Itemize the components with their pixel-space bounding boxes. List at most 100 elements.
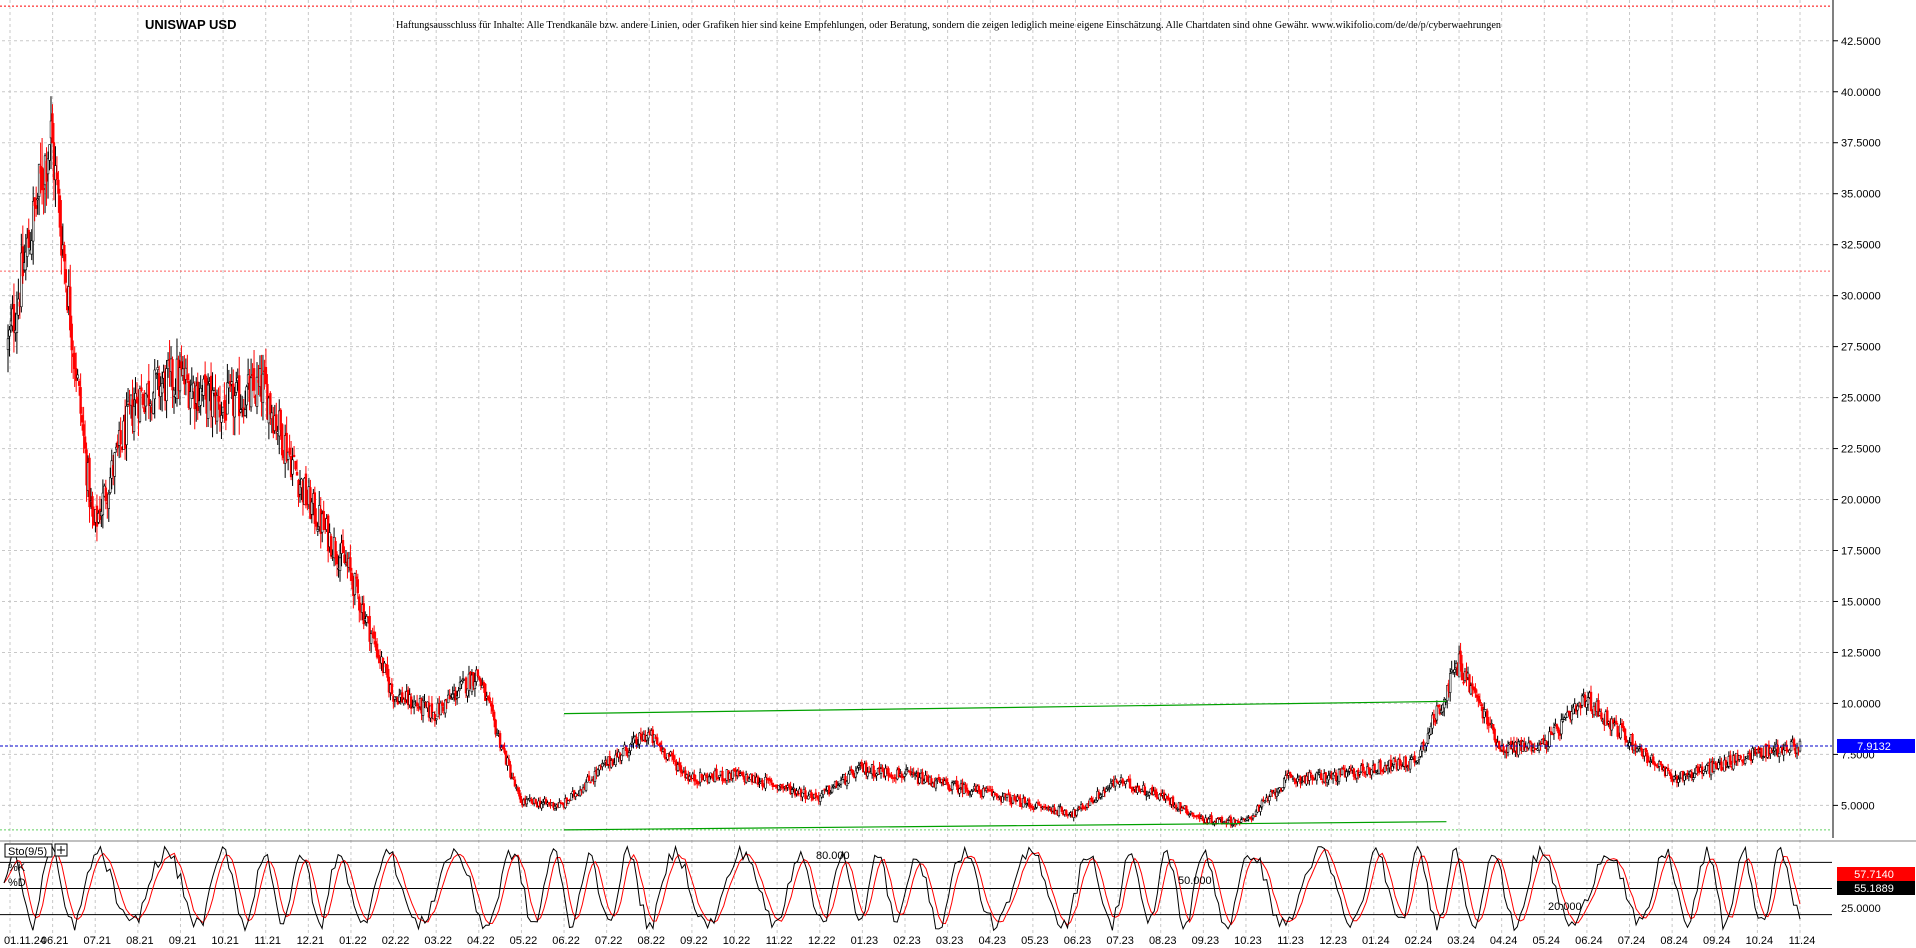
candle-body (777, 785, 780, 790)
candle-body (1720, 761, 1723, 771)
indicator-box[interactable] (4, 843, 53, 858)
candle-body (1751, 748, 1754, 760)
candle-body (1109, 782, 1112, 789)
time-tick-label: 09.24 (1703, 935, 1731, 947)
candle-body (421, 700, 425, 716)
candle-body (355, 576, 358, 579)
candle-body (1254, 810, 1258, 816)
candle-body (298, 484, 302, 495)
time-tick-label: 10.22 (723, 935, 751, 947)
candle-body (1491, 723, 1495, 731)
candle-body (115, 446, 118, 450)
candle-body (24, 251, 27, 271)
candle-body (903, 773, 906, 777)
candle-body (1665, 768, 1668, 776)
candle-body (964, 784, 967, 789)
candle-body (202, 378, 205, 396)
candle-body (1480, 704, 1483, 707)
time-tick-label: 05.24 (1533, 935, 1561, 947)
chart-title: UNISWAP USD (145, 17, 237, 32)
disclaimer: Haftungsausschluss für Inhalte: Alle Tre… (396, 20, 1501, 31)
candle-body (64, 269, 68, 283)
candle-body (473, 681, 477, 690)
candle-body (1644, 748, 1648, 753)
candle-body (1638, 746, 1642, 749)
candle-body (492, 711, 496, 721)
candle-body (534, 798, 537, 804)
candle-body (1033, 807, 1037, 810)
candle-body (1432, 713, 1436, 719)
candle-body (1408, 759, 1412, 770)
candle-body (1497, 741, 1501, 749)
candle-body (909, 771, 912, 775)
candle-body (1669, 773, 1673, 780)
candle-body (1597, 700, 1600, 717)
candle-body (249, 377, 253, 408)
candle-body (1346, 771, 1350, 773)
candle-body (491, 704, 494, 712)
candle-body (516, 787, 520, 792)
candle-body (383, 662, 386, 673)
candle-body (850, 768, 853, 771)
candle-body (986, 788, 989, 791)
candle-body (902, 776, 905, 778)
candle-body (1327, 775, 1330, 781)
candle-body (525, 799, 528, 805)
candle-body (1471, 683, 1474, 689)
candle-body (1659, 761, 1662, 765)
candle-body (656, 737, 659, 745)
candle-body (1106, 788, 1110, 790)
candle-body (1631, 733, 1634, 751)
price-tick-label: 10.0000 (1841, 698, 1881, 710)
candle-body (1250, 818, 1253, 821)
candle-body (415, 702, 419, 707)
candle-body (1229, 816, 1233, 826)
candle-body (906, 769, 909, 772)
candle-body (694, 779, 697, 782)
candle-body (189, 391, 192, 409)
level-50-label: 50.000 (1178, 875, 1212, 887)
candle-body (1361, 763, 1364, 771)
candle-body (1143, 786, 1147, 796)
candle-body (1606, 710, 1609, 726)
candle-body (541, 802, 545, 805)
candle-body (1634, 743, 1637, 751)
candle-body (171, 359, 174, 391)
candle-body (230, 381, 234, 385)
candle-body (165, 368, 168, 402)
candle-body (1337, 769, 1341, 782)
candle-body (1023, 797, 1027, 804)
candle-body (393, 696, 397, 700)
candle-body (1029, 804, 1032, 808)
candle-body (507, 759, 511, 766)
candle-body (1795, 747, 1799, 754)
candle-body (807, 795, 810, 800)
candle-body (472, 672, 475, 687)
candle-body (238, 375, 241, 417)
candle-body (1615, 720, 1618, 725)
candlestick-series (6, 96, 1802, 828)
candle-body (1365, 766, 1369, 775)
candle-body (157, 372, 161, 397)
candle-body (484, 683, 487, 701)
candle-body (501, 745, 505, 749)
time-tick-label: 01.24 (1362, 935, 1390, 947)
candle-body (83, 436, 87, 449)
candle-body (621, 748, 625, 757)
candle-body (439, 702, 443, 716)
candle-body (1125, 779, 1129, 782)
candle-body (435, 718, 438, 721)
time-tick-label: 06.23 (1064, 935, 1092, 947)
candle-body (1075, 810, 1078, 816)
candle-body (1760, 747, 1763, 758)
time-tick-label: 07.22 (595, 935, 623, 947)
candle-body (1201, 816, 1204, 821)
candle-body (1529, 740, 1532, 743)
candle-body (676, 764, 680, 771)
candle-body (1729, 755, 1732, 765)
candle-body (1259, 807, 1262, 812)
time-tick-label: 06.22 (552, 935, 580, 947)
candle-body (338, 557, 342, 571)
candle-body (1717, 762, 1720, 769)
candle-body (466, 688, 469, 697)
